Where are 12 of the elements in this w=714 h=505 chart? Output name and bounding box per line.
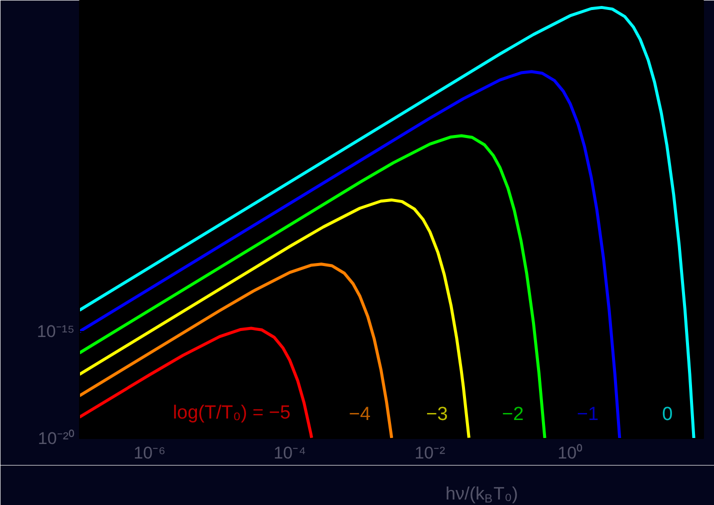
series-label: −4 [348,404,371,425]
x-tick-label: 10⁻⁴ [274,444,306,462]
series-label: 0 [662,404,673,425]
x-tick-label: 10⁻⁶ [134,444,166,462]
y-tick-label: 10⁻²⁰ [38,429,75,448]
x-tick-label: 10⁻² [414,444,446,462]
series-label: −3 [426,404,448,425]
series-label: log(T/T₀) = −5 [172,402,291,424]
y-tick-label: 10⁻¹⁵ [36,322,75,342]
x-tick-label: 10⁰ [558,444,583,462]
series-label: −2 [502,404,524,425]
series-label: −1 [576,404,599,425]
